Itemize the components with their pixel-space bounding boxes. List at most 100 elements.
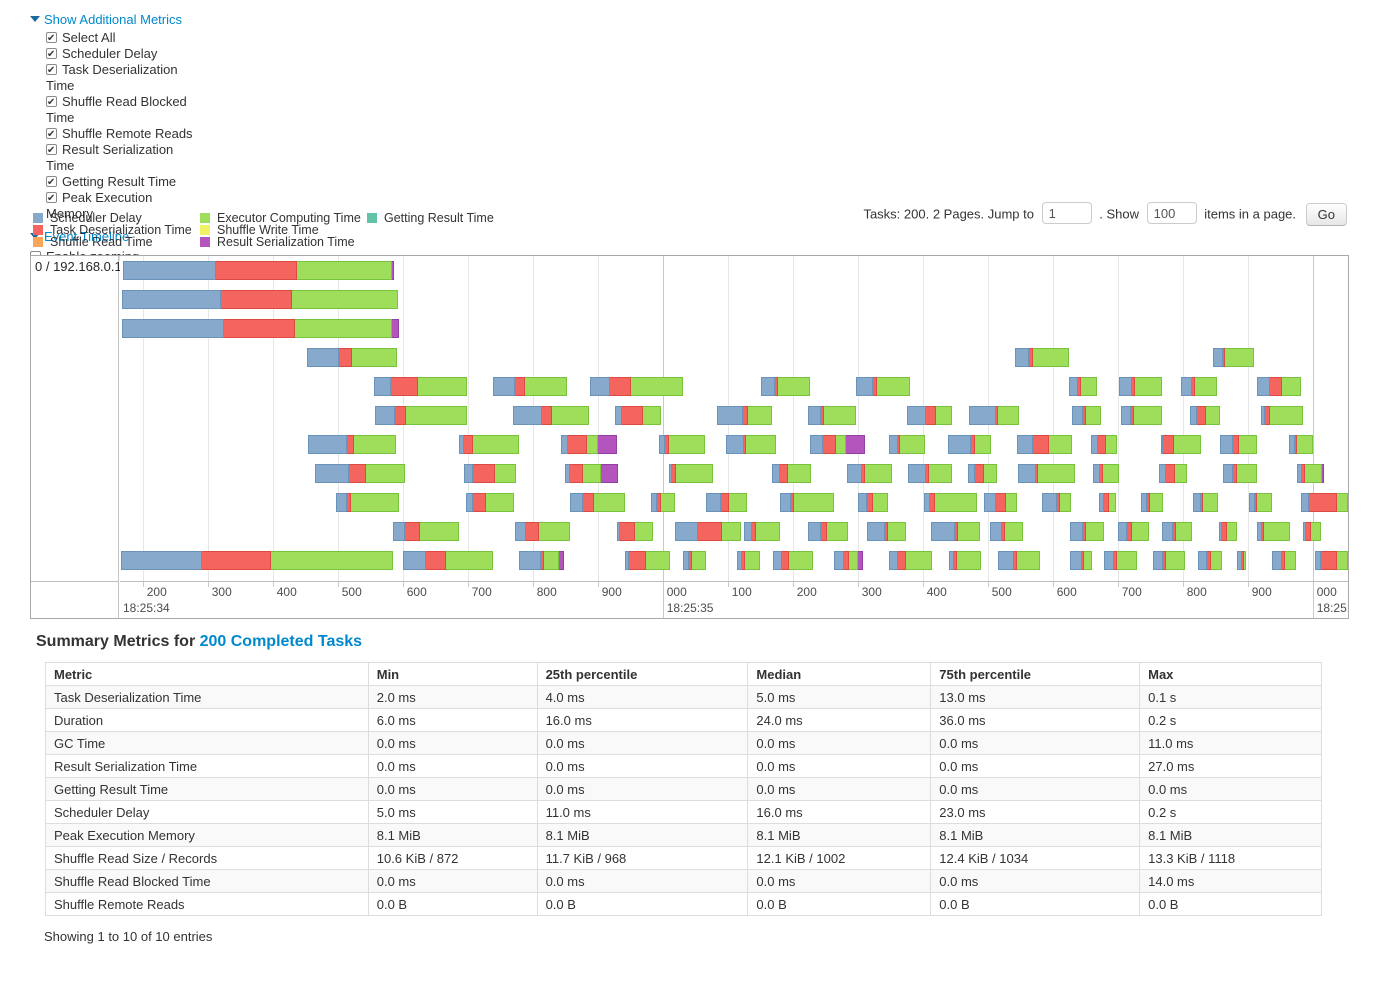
task-bar[interactable] bbox=[1140, 493, 1163, 512]
task-bar[interactable] bbox=[736, 551, 760, 570]
task-bar[interactable] bbox=[373, 377, 468, 396]
metric-checkbox[interactable] bbox=[46, 143, 57, 159]
task-bar[interactable] bbox=[1041, 493, 1071, 512]
task-bar[interactable] bbox=[1180, 377, 1217, 396]
task-bar[interactable] bbox=[402, 551, 494, 570]
task-bar[interactable] bbox=[616, 522, 653, 541]
task-bar[interactable] bbox=[1223, 464, 1257, 483]
task-bar[interactable] bbox=[335, 493, 399, 512]
metric-checkbox[interactable] bbox=[46, 175, 57, 191]
task-bar[interactable] bbox=[807, 522, 848, 541]
task-bar[interactable] bbox=[1069, 551, 1092, 570]
task-bar[interactable] bbox=[967, 464, 997, 483]
task-bar[interactable] bbox=[1303, 522, 1321, 541]
task-bar[interactable] bbox=[771, 464, 811, 483]
items-per-page-input[interactable] bbox=[1146, 202, 1197, 224]
task-bar[interactable] bbox=[1071, 406, 1101, 425]
task-bar[interactable] bbox=[1260, 406, 1303, 425]
task-bar[interactable] bbox=[1256, 522, 1291, 541]
metric-checkbox[interactable] bbox=[46, 95, 57, 111]
task-bar[interactable] bbox=[514, 522, 571, 541]
task-bar[interactable] bbox=[1069, 377, 1097, 396]
task-bar[interactable] bbox=[983, 493, 1017, 512]
task-bar[interactable] bbox=[888, 435, 925, 454]
task-bar[interactable] bbox=[760, 377, 810, 396]
task-bar[interactable] bbox=[1069, 522, 1105, 541]
metric-checkbox[interactable] bbox=[46, 47, 57, 63]
task-bar[interactable] bbox=[1119, 377, 1162, 396]
task-bar[interactable] bbox=[772, 551, 813, 570]
task-bar[interactable] bbox=[846, 464, 892, 483]
task-bar[interactable] bbox=[493, 377, 567, 396]
event-timeline-link[interactable]: Event Timeline bbox=[44, 229, 130, 244]
task-bar[interactable] bbox=[1098, 493, 1116, 512]
task-bar[interactable] bbox=[968, 406, 1019, 425]
task-bar[interactable] bbox=[1249, 493, 1273, 512]
task-bar[interactable] bbox=[930, 522, 980, 541]
task-bar[interactable] bbox=[1212, 348, 1254, 367]
task-bar[interactable] bbox=[1272, 551, 1297, 570]
task-bar[interactable] bbox=[121, 319, 400, 338]
task-bar[interactable] bbox=[1192, 493, 1218, 512]
task-bar[interactable] bbox=[858, 493, 888, 512]
task-bar[interactable] bbox=[306, 348, 397, 367]
task-bar[interactable] bbox=[589, 377, 683, 396]
task-bar[interactable] bbox=[907, 464, 952, 483]
task-bar[interactable] bbox=[989, 522, 1023, 541]
task-bar[interactable] bbox=[948, 435, 991, 454]
task-bar[interactable] bbox=[682, 551, 706, 570]
task-bar[interactable] bbox=[465, 493, 514, 512]
task-bar[interactable] bbox=[1236, 551, 1247, 570]
task-bar[interactable] bbox=[1160, 435, 1201, 454]
task-bar[interactable] bbox=[307, 435, 396, 454]
task-bar[interactable] bbox=[1220, 435, 1257, 454]
task-bar[interactable] bbox=[1218, 522, 1237, 541]
task-bar[interactable] bbox=[512, 406, 589, 425]
task-bar[interactable] bbox=[888, 551, 932, 570]
task-bar[interactable] bbox=[564, 464, 618, 483]
task-bar[interactable] bbox=[315, 464, 405, 483]
task-bar[interactable] bbox=[807, 406, 856, 425]
task-bar[interactable] bbox=[1104, 551, 1137, 570]
task-bar[interactable] bbox=[1189, 406, 1220, 425]
task-bar[interactable] bbox=[716, 406, 772, 425]
task-bar[interactable] bbox=[1197, 551, 1223, 570]
task-bar[interactable] bbox=[375, 406, 468, 425]
task-bar[interactable] bbox=[458, 435, 520, 454]
metric-checkbox[interactable] bbox=[46, 191, 57, 207]
task-bar[interactable] bbox=[809, 435, 865, 454]
task-bar[interactable] bbox=[121, 290, 398, 309]
task-bar[interactable] bbox=[519, 551, 564, 570]
task-bar[interactable] bbox=[705, 493, 747, 512]
task-bar[interactable] bbox=[726, 435, 776, 454]
go-button[interactable]: Go bbox=[1305, 202, 1347, 226]
task-bar[interactable] bbox=[833, 551, 863, 570]
task-bar[interactable] bbox=[1158, 464, 1187, 483]
task-bar[interactable] bbox=[1256, 377, 1302, 396]
task-bar[interactable] bbox=[675, 522, 742, 541]
task-bar[interactable] bbox=[1152, 551, 1185, 570]
task-bar[interactable] bbox=[780, 493, 834, 512]
task-bar[interactable] bbox=[122, 261, 394, 280]
task-bar[interactable] bbox=[1296, 464, 1325, 483]
task-bar[interactable] bbox=[1015, 348, 1069, 367]
task-bar[interactable] bbox=[866, 522, 907, 541]
task-bar[interactable] bbox=[948, 551, 981, 570]
task-bar[interactable] bbox=[855, 377, 911, 396]
task-bar[interactable] bbox=[1121, 406, 1162, 425]
task-bar[interactable] bbox=[924, 493, 977, 512]
task-bar[interactable] bbox=[1017, 435, 1072, 454]
task-bar[interactable] bbox=[393, 522, 459, 541]
task-bar[interactable] bbox=[658, 435, 705, 454]
task-bar[interactable] bbox=[1288, 435, 1314, 454]
task-bar[interactable] bbox=[614, 406, 661, 425]
task-bar[interactable] bbox=[1017, 464, 1075, 483]
task-bar[interactable] bbox=[744, 522, 781, 541]
task-bar[interactable] bbox=[120, 551, 393, 570]
show-additional-metrics-toggle[interactable]: Show Additional Metrics bbox=[30, 12, 200, 27]
task-bar[interactable] bbox=[625, 551, 670, 570]
task-bar[interactable] bbox=[1117, 522, 1149, 541]
task-bar[interactable] bbox=[570, 493, 626, 512]
show-additional-metrics-link[interactable]: Show Additional Metrics bbox=[44, 12, 183, 27]
task-bar[interactable] bbox=[463, 464, 517, 483]
